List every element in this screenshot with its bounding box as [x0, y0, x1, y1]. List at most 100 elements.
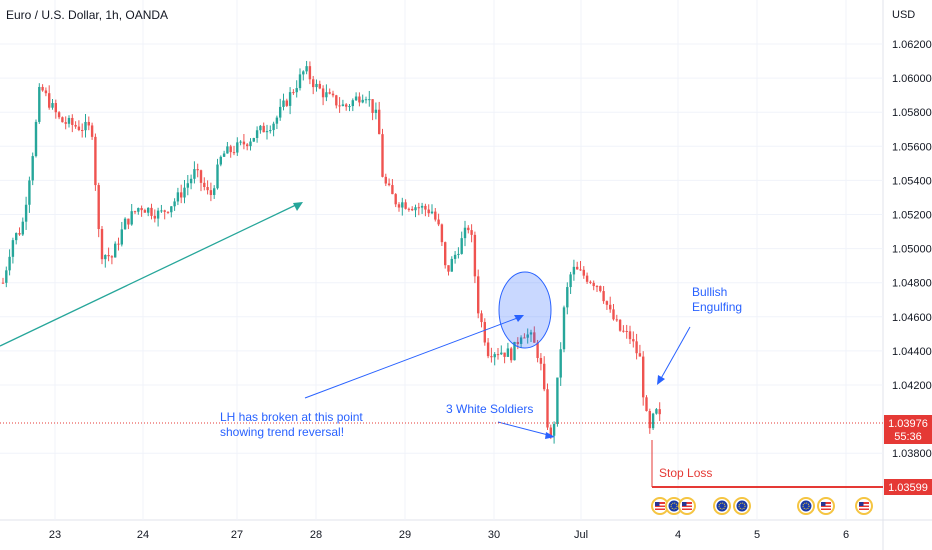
candle — [503, 352, 506, 357]
candle — [345, 104, 348, 107]
candle — [480, 313, 483, 323]
candle — [523, 337, 526, 339]
x-tick-label: 4 — [675, 529, 681, 541]
candle — [628, 331, 632, 340]
candle — [222, 153, 226, 157]
bar-countdown-label: 55:36 — [894, 431, 922, 443]
candle — [529, 332, 533, 335]
candle — [246, 144, 249, 147]
candle — [199, 170, 203, 183]
soldiers-arrowhead — [545, 432, 555, 439]
candle — [645, 397, 648, 412]
candle — [397, 204, 401, 208]
candle — [219, 156, 222, 165]
candle — [94, 136, 97, 186]
candle — [651, 413, 655, 429]
candle — [348, 106, 351, 108]
flag-stripe — [859, 507, 869, 509]
chart-title: Euro / U.S. Dollar, 1h, OANDA — [6, 8, 169, 22]
candle — [552, 424, 556, 436]
y-tick-label: 1.04400 — [892, 346, 932, 358]
annotation-three-white-soldiers: 3 White Soldiers — [446, 402, 533, 416]
y-tick-label: 1.05800 — [892, 107, 932, 119]
candle — [54, 103, 57, 113]
candle — [417, 207, 420, 209]
candle — [21, 221, 24, 235]
candle — [77, 126, 81, 130]
candle — [130, 211, 133, 225]
candle — [335, 95, 338, 106]
candle — [186, 183, 189, 188]
flag-canton — [682, 502, 687, 506]
candle — [120, 229, 123, 245]
candle — [391, 185, 394, 195]
candle — [8, 256, 11, 271]
flag-stripe — [682, 504, 692, 506]
candle — [374, 109, 378, 113]
x-tick-label: 5 — [754, 529, 760, 541]
candle — [57, 112, 61, 118]
flag-field — [716, 500, 728, 512]
candle — [18, 233, 21, 235]
candle — [427, 209, 430, 214]
candle — [526, 334, 529, 338]
candle — [658, 409, 661, 415]
candle — [107, 255, 110, 257]
candle — [189, 178, 193, 184]
candle — [150, 207, 153, 216]
flag-field — [668, 500, 680, 512]
candle — [262, 125, 265, 133]
candle — [404, 202, 407, 209]
flag-canton — [655, 502, 660, 506]
candle — [371, 99, 374, 113]
candle — [166, 211, 170, 213]
candle — [31, 156, 34, 181]
flag-stripe — [655, 504, 665, 506]
y-tick-label: 1.05600 — [892, 141, 932, 153]
candle — [450, 258, 453, 272]
candle — [292, 92, 295, 94]
uptrend-arrowhead — [293, 202, 303, 211]
y-tick-label: 1.04600 — [892, 312, 932, 324]
candle — [41, 86, 44, 91]
candle — [285, 100, 288, 106]
candle — [318, 83, 321, 89]
candle — [153, 215, 156, 219]
candle — [434, 211, 437, 220]
candle — [569, 274, 572, 288]
candle — [140, 208, 143, 211]
candle — [321, 88, 325, 98]
flag-stripe — [821, 504, 831, 506]
candle — [543, 363, 546, 390]
candle — [229, 146, 232, 153]
candle — [440, 224, 444, 243]
candle — [137, 208, 140, 212]
candle — [203, 182, 206, 188]
candle — [638, 353, 642, 357]
candle — [11, 240, 15, 257]
annotation-lh-broken: showing trend reversal! — [220, 425, 344, 439]
flag-stripe — [655, 507, 665, 509]
annotation-lh-broken: LH has broken at this point — [220, 410, 363, 424]
candle — [114, 243, 117, 258]
y-tick-label: 1.04200 — [892, 380, 932, 392]
engulfing-arrow — [658, 326, 691, 383]
candle — [312, 79, 315, 88]
candle — [589, 281, 592, 283]
candle — [582, 269, 585, 276]
candle — [176, 192, 180, 202]
candle — [279, 106, 282, 118]
candle — [147, 207, 150, 213]
candle — [338, 105, 341, 107]
x-tick-label: 30 — [488, 529, 500, 541]
candle — [490, 356, 493, 358]
candle — [625, 331, 628, 333]
candle — [457, 253, 460, 255]
candle — [288, 92, 292, 106]
x-tick-label: 24 — [137, 529, 149, 541]
y-tick-label: 1.05000 — [892, 244, 932, 256]
x-tick-label: 27 — [231, 529, 243, 541]
candle — [546, 389, 549, 428]
candle — [486, 342, 490, 357]
